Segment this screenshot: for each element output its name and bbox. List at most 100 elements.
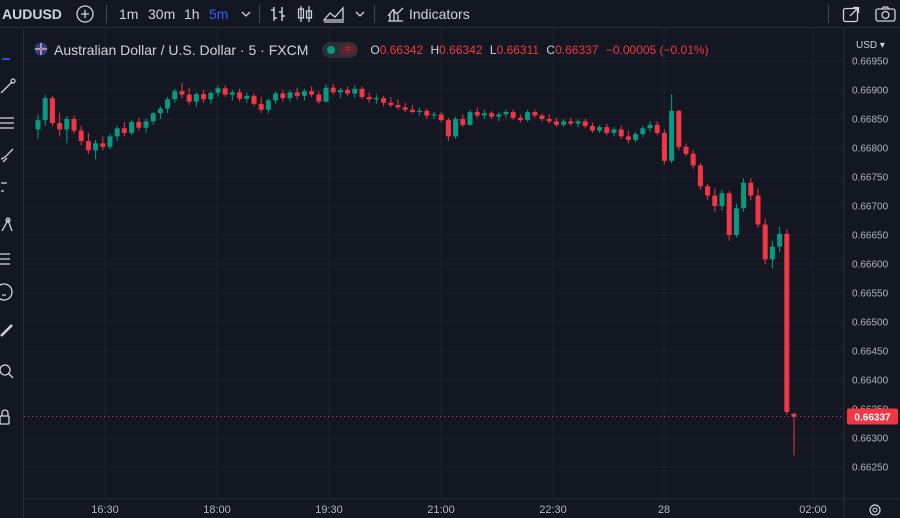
candle <box>769 240 775 269</box>
interval-1m[interactable]: 1m <box>119 6 139 22</box>
candle-body <box>193 94 199 102</box>
interval-5m[interactable]: 5m <box>209 6 229 22</box>
price-chart[interactable]: 0.66950 0.66900 0.66850 0.66800 0.66750 0.667… <box>24 29 900 518</box>
candle <box>669 94 675 164</box>
emoji-icon[interactable] <box>0 282 20 302</box>
candle <box>222 85 228 97</box>
snapshot-icon[interactable] <box>841 4 861 24</box>
toolbar-divider <box>106 5 107 23</box>
candle <box>604 123 610 136</box>
indicators-button[interactable]: Indicators <box>409 6 470 22</box>
candle <box>791 413 797 456</box>
fib-retracement-icon[interactable] <box>0 113 20 133</box>
candle <box>417 107 423 116</box>
candle <box>381 95 387 107</box>
brush-icon[interactable] <box>0 145 20 165</box>
candle <box>208 91 214 104</box>
candle-body <box>265 100 271 110</box>
candle <box>186 87 192 106</box>
candle <box>755 188 761 229</box>
candle <box>402 102 408 113</box>
area-style-icon[interactable] <box>322 4 344 24</box>
candle <box>352 85 358 99</box>
camera-icon[interactable] <box>874 4 898 24</box>
candle <box>741 178 747 212</box>
candle <box>42 94 48 126</box>
settings-gear-icon[interactable] <box>869 504 881 516</box>
candle-body <box>157 108 163 114</box>
gear-outline <box>869 504 881 516</box>
candle <box>496 112 502 122</box>
price-tick-label: 0.66900 <box>852 86 889 97</box>
candle-body <box>597 127 603 131</box>
candle-body <box>719 193 725 206</box>
candle-body <box>683 146 689 154</box>
price-tick-label: 0.66600 <box>852 260 889 271</box>
projection-icon[interactable] <box>0 215 20 235</box>
chevron-down-icon[interactable] <box>236 4 256 24</box>
candle <box>93 139 99 160</box>
add-symbol-icon[interactable] <box>75 4 95 24</box>
candle <box>294 87 300 100</box>
candle <box>57 113 63 137</box>
candle-body <box>424 110 430 116</box>
candle-body <box>409 109 415 113</box>
candle <box>748 178 754 201</box>
cursor-icon[interactable] <box>0 49 20 69</box>
candle <box>114 125 120 142</box>
candle-body <box>669 110 675 161</box>
interval-30m[interactable]: 30m <box>148 6 176 22</box>
interval-1h[interactable]: 1h <box>184 6 200 22</box>
ruler-icon[interactable] <box>0 322 20 342</box>
candle-body <box>100 143 106 147</box>
candle <box>107 133 113 150</box>
last-price-label: 0.66337 <box>854 413 891 424</box>
close-value: 0.66337 <box>555 43 599 57</box>
toolbar-divider <box>374 5 375 23</box>
candle <box>64 116 70 144</box>
candle <box>726 190 732 241</box>
candle <box>640 125 646 138</box>
indicators-icon[interactable] <box>385 4 405 24</box>
data-delay-icon: ≈ <box>340 44 357 56</box>
lock-icon[interactable] <box>0 407 20 427</box>
candle <box>258 96 264 114</box>
drawing-toolbar <box>0 29 24 518</box>
candle-body <box>121 128 127 133</box>
chevron-down-icon[interactable] <box>350 4 370 24</box>
candle <box>690 150 696 169</box>
candle <box>150 112 156 125</box>
candle <box>445 117 451 142</box>
zoom-icon[interactable] <box>0 362 20 382</box>
chart-grid <box>24 29 900 518</box>
candle-body <box>741 182 747 209</box>
candle-style-icon[interactable] <box>295 4 315 24</box>
legend-symbol-title[interactable]: Australian Dollar / U.S. Dollar · 5 · FX… <box>54 42 309 58</box>
measure-icon[interactable] <box>0 249 20 269</box>
toolbar-divider <box>828 5 829 23</box>
candle <box>539 113 545 122</box>
candle <box>78 125 84 146</box>
candle <box>280 90 286 102</box>
candle-body <box>143 121 149 128</box>
low-value: 0.66311 <box>496 43 540 57</box>
candle <box>611 127 617 137</box>
bar-style-icon[interactable] <box>268 4 288 24</box>
price-tick-label: 0.66300 <box>852 434 889 445</box>
market-status-badge[interactable]: ≈ <box>322 42 359 58</box>
candle-body <box>294 92 300 96</box>
candle <box>589 122 595 133</box>
candle-body <box>777 233 783 247</box>
candle-body <box>784 233 790 412</box>
symbol-search[interactable]: AUDUSD <box>2 6 62 22</box>
trend-line-icon[interactable] <box>0 77 20 97</box>
time-tick-label: 22:30 <box>539 504 567 516</box>
close-key: C <box>546 43 556 57</box>
candle-body <box>525 112 531 121</box>
candle-body <box>179 91 185 95</box>
candle <box>287 90 293 102</box>
currency-selector[interactable]: USD ▾ <box>856 40 885 51</box>
candle <box>676 109 682 151</box>
change-value: −0.00005 (−0.01%) <box>605 43 709 57</box>
pattern-icon[interactable] <box>0 179 20 199</box>
